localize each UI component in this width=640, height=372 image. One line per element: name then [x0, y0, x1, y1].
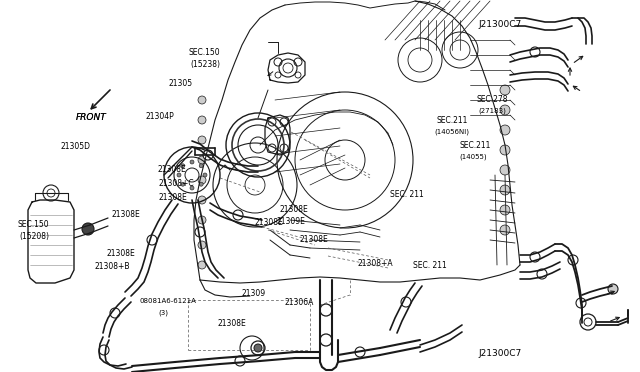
Circle shape [198, 261, 206, 269]
Circle shape [198, 241, 206, 249]
Text: 21308+A: 21308+A [357, 259, 393, 267]
Circle shape [500, 225, 510, 235]
Text: J21300C7: J21300C7 [479, 20, 522, 29]
Text: FRONT: FRONT [76, 113, 106, 122]
Text: SEC.211: SEC.211 [436, 116, 468, 125]
Text: 21308E: 21308E [218, 319, 246, 328]
Text: 21305D: 21305D [61, 142, 91, 151]
Circle shape [199, 182, 203, 186]
Text: 21308+C: 21308+C [159, 179, 195, 188]
Circle shape [147, 235, 157, 245]
Circle shape [181, 182, 185, 186]
Text: FRONT: FRONT [76, 113, 106, 122]
Circle shape [500, 165, 510, 175]
Circle shape [500, 125, 510, 135]
Circle shape [198, 136, 206, 144]
Circle shape [530, 252, 540, 262]
Text: 21308E: 21308E [112, 210, 141, 219]
Text: 08081A6-6121A: 08081A6-6121A [140, 298, 196, 304]
Text: 21309: 21309 [242, 289, 266, 298]
Text: 21308E: 21308E [300, 235, 328, 244]
Text: 21308E: 21308E [159, 193, 188, 202]
Circle shape [198, 96, 206, 104]
Text: J21300C7: J21300C7 [479, 349, 522, 358]
Circle shape [198, 116, 206, 124]
Text: 21308E: 21308E [157, 165, 186, 174]
Text: SEC.211: SEC.211 [460, 141, 491, 150]
Text: SEC.150: SEC.150 [189, 48, 220, 57]
Circle shape [500, 185, 510, 195]
Text: SEC. 211: SEC. 211 [390, 190, 424, 199]
Circle shape [530, 47, 540, 57]
Circle shape [198, 216, 206, 224]
Circle shape [355, 347, 365, 357]
Text: 21308E: 21308E [255, 218, 284, 227]
Text: (14055): (14055) [460, 153, 487, 160]
Circle shape [251, 341, 265, 355]
Circle shape [235, 356, 245, 366]
Circle shape [608, 284, 618, 294]
Circle shape [99, 345, 109, 355]
Circle shape [500, 205, 510, 215]
Circle shape [401, 297, 411, 307]
Text: (14056NI): (14056NI) [434, 128, 469, 135]
Circle shape [500, 85, 510, 95]
Circle shape [233, 210, 243, 220]
Circle shape [82, 223, 94, 235]
Circle shape [576, 298, 586, 308]
Circle shape [198, 176, 206, 184]
Circle shape [320, 304, 332, 316]
Text: (27183): (27183) [479, 107, 507, 113]
Circle shape [254, 344, 262, 352]
Circle shape [203, 150, 213, 160]
Text: 21308E: 21308E [106, 249, 135, 258]
Circle shape [500, 105, 510, 115]
Text: 21306A: 21306A [285, 298, 314, 307]
Text: 21305: 21305 [169, 79, 193, 88]
Text: SEC.150: SEC.150 [18, 220, 49, 229]
Circle shape [500, 145, 510, 155]
Text: (3): (3) [159, 310, 169, 316]
Circle shape [195, 227, 205, 237]
Circle shape [203, 173, 207, 177]
Text: (15208): (15208) [19, 232, 49, 241]
Text: 21308E: 21308E [279, 205, 308, 214]
Circle shape [190, 160, 194, 164]
Text: 21308+B: 21308+B [95, 262, 130, 271]
Circle shape [198, 156, 206, 164]
Circle shape [177, 173, 181, 177]
Text: SEC.278: SEC.278 [477, 95, 508, 104]
Circle shape [199, 164, 203, 168]
Circle shape [198, 196, 206, 204]
Text: 21309E: 21309E [276, 217, 305, 225]
Circle shape [181, 164, 185, 168]
Circle shape [190, 186, 194, 190]
Circle shape [537, 269, 547, 279]
Circle shape [320, 334, 332, 346]
Circle shape [110, 308, 120, 318]
Text: (15238): (15238) [191, 60, 221, 69]
Text: 21304P: 21304P [146, 112, 175, 121]
Text: SEC. 211: SEC. 211 [413, 261, 447, 270]
Circle shape [568, 255, 578, 265]
